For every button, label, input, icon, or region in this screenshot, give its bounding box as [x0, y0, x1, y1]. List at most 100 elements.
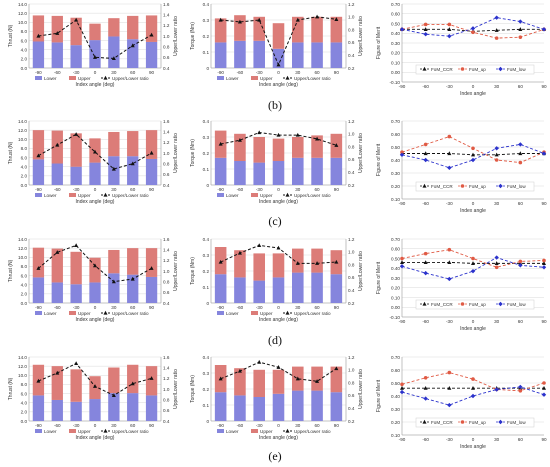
- row-e-torque-y2tick-label: 0.6: [348, 393, 355, 398]
- row-c-thrust-bar-upper: [51, 130, 63, 164]
- row-e-thrust-y2tick-label: 0.6: [163, 408, 170, 413]
- row-d-thrust-x-axis-title: Index angle (deg): [76, 317, 115, 323]
- row-b-fom-series-marker-1: [494, 36, 499, 40]
- row-d-torque-legend-swatch-lower: [217, 311, 224, 315]
- row-e-thrust-xtick-label: -60: [54, 423, 61, 428]
- row-e-torque-ytick-label: 0.3: [203, 371, 210, 376]
- row-e-thrust-legend-label-upper: Upper: [78, 429, 91, 434]
- row-b-torque-legend-label-lower: Lower: [226, 76, 239, 81]
- row-e-torque-xtick-label: -90: [217, 423, 224, 428]
- row-b-torque-ytick-label: 0: [206, 66, 209, 71]
- row-c-torque-legend-label-ratio: Upper/Lower ratio: [294, 193, 331, 198]
- row-e-torque-xtick-label: 90: [334, 423, 340, 428]
- row-d-thrust-y2tick-label: 1.0: [163, 269, 170, 274]
- row-b-fom-xtick-label: 0: [472, 84, 475, 89]
- row-e-torque-y2tick-label: 1.2: [348, 355, 355, 360]
- row-e-fom-series-marker-0: [447, 386, 452, 390]
- row-e-torque-legend-label-ratio: Upper/Lower ratio: [294, 429, 331, 434]
- row-b-thrust-y2tick-label: 0.4: [163, 66, 170, 71]
- row-b-thrust-y2tick-label: 1.4: [163, 12, 170, 17]
- row-c-torque-y2tick-label: 1.0: [348, 132, 355, 137]
- row-b-thrust-ratio-marker: [74, 17, 79, 22]
- row-c-thrust-y2tick-label: 1.2: [163, 140, 170, 145]
- row-b-thrust-bar-lower: [108, 36, 120, 68]
- row-c-torque-legend-marker-ratio: [285, 192, 290, 197]
- row-c-thrust-bar-lower: [70, 166, 82, 185]
- row-c-fom-series-marker-0: [423, 151, 428, 156]
- row-e-fom-series-marker-0: [542, 386, 546, 390]
- row-e-torque-ratio-marker: [237, 368, 242, 373]
- row-e-thrust-legend-label-ratio: Upper/Lower ratio: [112, 429, 149, 434]
- row-c-torque-y2tick-label: 0.8: [348, 144, 355, 149]
- row-e-thrust-y2tick-label: 1.2: [163, 376, 170, 381]
- row-d-thrust-ytick-label: 12.0: [18, 246, 27, 251]
- row-d-fom-ytick-label: 0.70: [391, 237, 400, 242]
- row-c-thrust-legend-label-ratio: Upper/Lower ratio: [112, 193, 149, 198]
- row-b-thrust-legend-marker-ratio: [103, 75, 108, 80]
- row-e-torque-bar-lower: [234, 395, 246, 421]
- row-d-thrust-ratio-marker: [93, 263, 97, 268]
- row-d-thrust-legend-swatch-upper: [69, 311, 76, 315]
- row-d-fom-series-marker-2: [423, 270, 428, 276]
- row-c-torque-xtick-label: -90: [217, 187, 224, 192]
- row-d-torque-bar-lower: [311, 272, 323, 303]
- row-e-fom-legend-box: [415, 417, 535, 428]
- row-e-fom-ytick-label: 0.40: [391, 394, 400, 399]
- row-b-fom-series-marker-0: [423, 27, 428, 31]
- row-c-thrust-y2tick-label: 0.4: [163, 183, 170, 188]
- row-d-fom-series-marker-0: [471, 261, 475, 265]
- row-e-thrust-xtick-label: 0: [94, 423, 97, 428]
- row-c-thrust-y2tick-label: 0.6: [163, 172, 170, 177]
- row-c-fom-xtick-label: -30: [446, 201, 453, 206]
- row-b-torque-ytick-label: 0.3: [203, 18, 210, 23]
- row-c-thrust-xtick-label: 30: [111, 187, 117, 192]
- row-b-torque-bar-lower: [253, 40, 265, 68]
- row-b-fom-xtick-label: -30: [446, 84, 453, 89]
- row-d-torque-bar-upper: [292, 248, 304, 273]
- row-e-fom-series-marker-1: [518, 389, 523, 393]
- row-c-torque-ytick-label: 0: [206, 183, 209, 188]
- row-e-thrust-bar-upper: [70, 369, 82, 402]
- row-b-fom-ytick-label: 0.40: [391, 31, 400, 36]
- row-c-thrust-ratio-marker: [74, 132, 79, 136]
- row-d-thrust-legend-label-ratio: Upper/Lower ratio: [112, 311, 149, 316]
- row-b-thrust-ytick-label: 8.0: [21, 29, 28, 34]
- row-b-torque-ratio-marker: [218, 17, 223, 22]
- row-e-torque-bar-upper: [253, 369, 265, 397]
- row-e-thrust-xtick-label: 90: [149, 423, 155, 428]
- row-c-torque-ytick-label: 0.2: [203, 151, 210, 156]
- row-e-fom-legend-marker-0: [422, 419, 427, 424]
- row-c-torque-xtick-label: -60: [237, 187, 244, 192]
- row-e-fom-legend-label-1: FoM_up: [469, 420, 486, 425]
- row-b-torque-legend-swatch-lower: [217, 76, 224, 80]
- row-d-torque-legend-marker-ratio: [285, 310, 290, 315]
- row-b-thrust-bar-lower: [32, 41, 45, 68]
- row-b-fom-ytick-label: 0.10: [391, 60, 400, 65]
- row-c-fom-series-marker-2: [518, 142, 523, 147]
- row-c-fom-series-marker-1: [447, 134, 452, 139]
- row-b-thrust-bar-upper: [32, 15, 45, 42]
- row-c-torque-y-axis-title: Torque (Nm): [190, 139, 196, 167]
- row-e-torque-xtick-label: 60: [315, 423, 321, 428]
- row-c-torque-bar-upper: [311, 135, 323, 158]
- row-b-fom-legend-marker-0: [422, 66, 427, 71]
- row-c-thrust-bar-upper: [32, 130, 45, 160]
- row-c-torque-y2-axis-title: Upper/Lower ratio: [358, 133, 364, 173]
- row-b-torque-bar-upper: [330, 16, 343, 43]
- row-e-thrust-ratio-marker: [74, 361, 79, 365]
- row-c-thrust-legend-swatch-lower: [35, 193, 42, 197]
- row-e-torque-panel: 0 0.1 0.2 0.3 0.4 0.2 0.4 0.6 0.8 1.0 1.2 -90 -60 -30…: [190, 355, 364, 441]
- row-b-fom-series-marker-1: [518, 35, 523, 39]
- row-e-torque-bar-upper: [234, 368, 246, 396]
- row-b-fom-ytick-label: 0.50: [391, 21, 400, 26]
- row-b-thrust-bar-upper: [89, 23, 101, 41]
- row-b-thrust-bar-upper: [127, 15, 139, 40]
- row-b-thrust-bar-upper: [51, 15, 63, 43]
- row-e-fom-series-marker-1: [447, 370, 452, 375]
- row-d-thrust-bar-upper: [70, 251, 82, 285]
- row-d-fom-legend-label-1: FoM_up: [469, 302, 486, 307]
- row-b-torque-legend-swatch-upper: [251, 76, 258, 80]
- row-b-torque-bar-upper: [272, 23, 285, 49]
- row-b-torque-ratio-marker: [315, 14, 320, 19]
- row-e-torque-ytick-label: 0.4: [203, 355, 210, 360]
